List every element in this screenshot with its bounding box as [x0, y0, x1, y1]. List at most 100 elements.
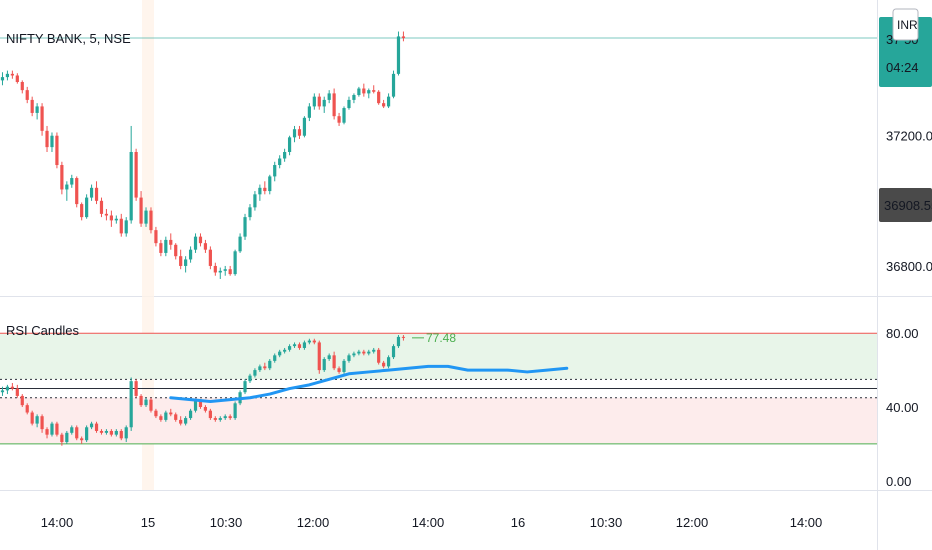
price-candle	[233, 249, 237, 276]
indicator-title[interactable]: RSI Candles	[6, 323, 79, 338]
price-candle-body	[312, 96, 316, 107]
rsi-candle-body	[382, 362, 386, 367]
rsi-candle	[129, 377, 133, 431]
price-candle	[382, 99, 386, 109]
price-candle	[45, 125, 49, 152]
rsi-candle	[347, 353, 351, 363]
rsi-candle	[367, 349, 371, 356]
price-candle-body	[85, 197, 89, 218]
price-candle	[188, 246, 193, 263]
price-candle-body	[20, 82, 24, 91]
rsi-candle-body	[104, 430, 109, 433]
last-price-badge	[879, 188, 932, 222]
time-tick-label: 14:00	[41, 515, 74, 530]
rsi-candle-body	[278, 351, 282, 356]
price-candle-body	[149, 210, 153, 231]
rsi-candle	[372, 347, 376, 354]
time-tick-label: 12:00	[676, 515, 709, 530]
rsi-candle	[10, 383, 14, 391]
price-candle-body	[322, 99, 326, 107]
price-candle-body	[198, 236, 203, 244]
time-axis-labels[interactable]: 14:00 15 10:30 12:00 14:00 16 10:30 12:00 14:00	[41, 515, 823, 530]
rsi-candle	[169, 408, 173, 417]
rsi-candle	[258, 364, 262, 372]
price-candle	[30, 96, 34, 117]
price-candle-body	[327, 93, 331, 100]
rsi-candle	[174, 412, 178, 422]
rsi-candle-body	[65, 432, 69, 443]
price-candle-body	[25, 90, 29, 100]
price-candle-body	[60, 165, 64, 190]
symbol-title[interactable]: NIFTY BANK, 5, NSE	[6, 31, 131, 46]
price-candle	[124, 217, 128, 237]
rsi-axis-labels[interactable]: 80.00 40.00 0.00	[886, 326, 919, 489]
price-candle-body	[302, 117, 307, 136]
rsi-candle	[159, 414, 163, 422]
rsi-candle-body	[114, 430, 118, 435]
rsi-candle-body	[312, 340, 316, 343]
currency-label: INR	[897, 18, 918, 32]
price-candle-body	[317, 96, 321, 107]
price-candle-body	[401, 36, 406, 39]
rsi-candle-body	[60, 434, 64, 443]
price-candles	[0, 31, 406, 279]
rsi-candle-body	[401, 336, 406, 338]
price-candle	[5, 70, 10, 81]
price-candle	[401, 31, 406, 42]
price-candle	[238, 233, 242, 253]
price-candle	[193, 233, 198, 253]
rsi-candle	[278, 349, 282, 358]
rsi-candle	[322, 357, 326, 372]
rsi-candle-body	[367, 351, 371, 354]
price-candle	[396, 31, 401, 76]
rsi-candle-body	[149, 399, 153, 411]
rsi-candle-body	[154, 410, 158, 417]
rsi-candle-body	[75, 427, 79, 439]
price-candle-body	[297, 129, 302, 136]
rsi-candle	[218, 416, 222, 422]
price-candle-body	[223, 269, 227, 271]
rsi-candle	[65, 430, 69, 444]
price-candle-body	[337, 116, 341, 123]
rsi-candle-body	[352, 353, 356, 356]
rsi-candle	[317, 340, 321, 374]
price-candle	[60, 161, 64, 195]
price-candle-body	[65, 184, 69, 190]
rsi-candle	[85, 425, 89, 443]
price-candle	[322, 96, 326, 113]
rsi-candle	[134, 379, 138, 398]
last-price-value: 36908.55	[884, 198, 932, 213]
price-candle	[273, 161, 277, 182]
price-candle-body	[184, 259, 188, 266]
rsi-candle-body	[10, 386, 14, 389]
currency-button[interactable]	[892, 8, 919, 41]
rsi-candle	[213, 416, 217, 422]
rsi-candle-body	[70, 427, 74, 433]
rsi-candle	[104, 429, 109, 435]
price-candle	[352, 93, 356, 104]
rsi-candle	[332, 351, 336, 371]
time-tick-label: 14:00	[412, 515, 445, 530]
price-candle-body	[332, 93, 336, 117]
rsi-tick-label: 0.00	[886, 474, 911, 489]
rsi-candle	[307, 338, 311, 345]
price-candle	[312, 93, 316, 110]
rsi-candle	[179, 416, 183, 426]
rsi-candle	[312, 338, 316, 345]
price-candle	[337, 112, 341, 126]
rsi-candle-body	[193, 401, 198, 411]
price-axis-labels[interactable]: 37200.00 36800.00	[886, 129, 932, 274]
rsi-candle	[362, 349, 366, 356]
price-candle	[228, 265, 232, 276]
price-candle	[15, 73, 19, 84]
rsi-candle	[75, 425, 79, 441]
rsi-candle-body	[391, 346, 396, 358]
price-candle	[70, 174, 74, 188]
rsi-candle-body	[109, 430, 113, 435]
price-candle-body	[104, 213, 109, 216]
rsi-candle-body	[85, 427, 89, 441]
price-candle-body	[30, 99, 34, 113]
price-candle-body	[154, 230, 158, 244]
price-candle-body	[15, 75, 19, 82]
